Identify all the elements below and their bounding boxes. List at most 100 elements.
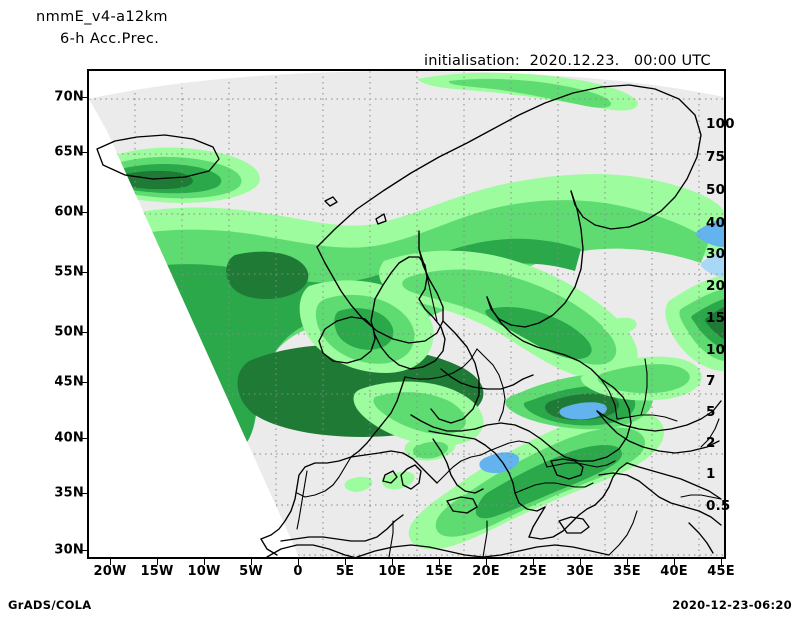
x-tick-30E: 30E (566, 564, 594, 579)
border-belarus (600, 378, 618, 420)
coastline-great-britain (370, 256, 446, 370)
field-name: 6-h Acc.Prec. (60, 31, 160, 47)
coastline-sardinia (400, 464, 422, 490)
precip-band-4-nw-ireland-core (226, 251, 309, 299)
precip-band-5-peloponnese (479, 452, 520, 474)
y-tickmark-45N (81, 382, 87, 383)
colorbar-label-20: 20 (706, 278, 726, 294)
x-tickmark-35E (627, 559, 628, 565)
x-tickmark-0 (298, 559, 299, 565)
x-tickmark-20E (486, 559, 487, 565)
coastline-france-atlantic (350, 376, 406, 458)
x-tick-5W: 5W (239, 564, 263, 579)
coastline-turkey-south (626, 462, 722, 500)
coastline-finland (486, 190, 584, 328)
footer-credit: GrADS/COLA (8, 598, 92, 612)
x-tickmark-20W (110, 559, 111, 565)
colorbar-label-05: 0.5 (706, 498, 731, 514)
x-tick-20W: 20W (93, 564, 127, 579)
coastline-scandinavia-north (316, 84, 702, 248)
colorbar-label-5: 5 (706, 404, 716, 420)
border-balkans-north (488, 440, 548, 468)
y-tick-70N: 70N (54, 89, 84, 105)
border-norway-sweden (418, 248, 438, 322)
y-tickmark-30N (81, 550, 87, 551)
x-tickmark-25E (533, 559, 534, 565)
y-tick-40N: 40N (54, 430, 84, 446)
y-tick-50N: 50N (54, 324, 84, 340)
border-france-belgium-germany (404, 348, 478, 380)
x-tick-35E: 35E (613, 564, 641, 579)
precip-band-5-blacksea (696, 218, 724, 247)
initialisation-time: initialisation: 2020.12.23. 00:00 UTC (424, 53, 711, 69)
coastline-turkey-mediterranean (598, 472, 722, 526)
y-tick-65N: 65N (54, 144, 84, 160)
coastline-aegean-east (594, 462, 628, 506)
x-tickmark-40E (674, 559, 675, 565)
coastline-blacksea-north (596, 400, 722, 432)
precip-band-1-baltic (602, 317, 637, 335)
coastline-sicily (446, 496, 478, 514)
x-tickmark-10E (392, 559, 393, 565)
precip-band-1-tyrrhenian (344, 476, 373, 492)
x-tickmark-5W (251, 559, 252, 565)
coastline-blacksea-south (596, 410, 720, 454)
border-algeria-morocco (388, 520, 394, 557)
precip-band-3-greece (475, 445, 622, 519)
header: nmmE_v4-a12km 6-h Acc.Prec. initialisati… (0, 0, 800, 135)
x-tickmark-45E (721, 559, 722, 565)
precip-band-5-aegean (559, 402, 607, 420)
border-bulgaria (546, 460, 616, 468)
border-libya-tunisia (482, 520, 488, 557)
x-tick-0: 0 (293, 564, 303, 579)
colorbar-label-7: 7 (706, 373, 716, 389)
x-tickmark-30E (580, 559, 581, 565)
y-tick-60N: 60N (54, 204, 84, 220)
header-left: nmmE_v4-a12km 6-h Acc.Prec. (36, 6, 168, 50)
y-tickmark-60N (81, 212, 87, 213)
border-ukraine-russia (640, 358, 648, 416)
x-tick-15E: 15E (425, 564, 453, 579)
y-tick-55N: 55N (54, 264, 84, 280)
map-plot-area (87, 69, 726, 559)
precip-band-2-bulgaria (597, 364, 690, 394)
x-tickmark-10W (204, 559, 205, 565)
coastline-peloponnese (528, 504, 596, 540)
y-tickmark-50N (81, 332, 87, 333)
coastline-adriatic-east (484, 444, 546, 512)
coastline-aegean-islands (550, 458, 584, 480)
y-tick-35N: 35N (54, 485, 84, 501)
x-tick-10E: 10E (378, 564, 406, 579)
precip-band-1-sicily (381, 471, 415, 490)
coastline-iceland (96, 134, 220, 180)
border-france-spain (296, 456, 352, 498)
x-tick-25E: 25E (519, 564, 547, 579)
precip-band-3-scandinavia (334, 308, 394, 350)
coastline-ireland (318, 316, 376, 364)
colorbar-label-75: 75 (706, 149, 726, 165)
coastline-italy-north (428, 430, 486, 446)
border-eastern-europe (474, 378, 632, 462)
coastline-shetland (375, 213, 387, 225)
x-tick-10W: 10W (187, 564, 221, 579)
country-borders (296, 248, 722, 557)
y-tick-45N: 45N (54, 374, 84, 390)
coastline-corsica (382, 470, 398, 484)
y-tickmark-35N (81, 493, 87, 494)
border-ukraine-south (616, 414, 678, 422)
colorbar-label-100: 100 (706, 116, 735, 132)
border-spain-portugal (296, 470, 308, 530)
x-tick-40E: 40E (660, 564, 688, 579)
coastline-france-mediterranean (350, 450, 438, 484)
coastline-sweden-south (430, 320, 480, 424)
border-finland-russia (486, 296, 602, 380)
border-germany-east (476, 348, 506, 422)
x-tickmark-5E (345, 559, 346, 565)
coastline-norway-south (316, 230, 444, 344)
precip-band-4-ne-turkey (705, 307, 724, 339)
coastline-channel (440, 368, 534, 390)
x-tick-20E: 20E (472, 564, 500, 579)
coastline-levant (688, 522, 714, 554)
border-alps (436, 450, 490, 484)
map-canvas (89, 71, 724, 557)
